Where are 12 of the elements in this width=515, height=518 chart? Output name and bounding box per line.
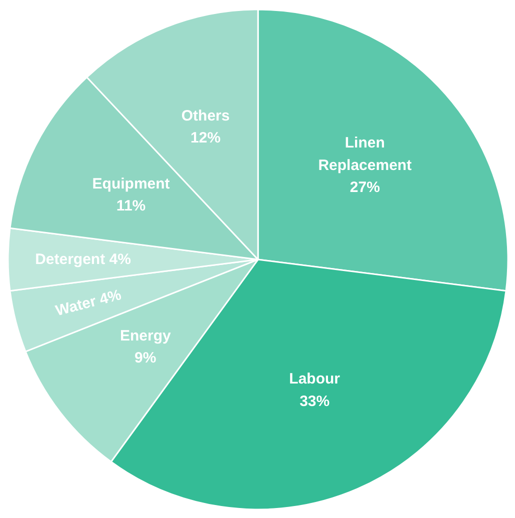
slice-label: Equipment [92, 175, 170, 192]
slice-label: Water 4% [54, 286, 124, 320]
data-label: 11% [116, 197, 146, 214]
slice-label: Others [181, 107, 230, 124]
data-label: 9% [134, 349, 156, 366]
data-label: 12% [190, 130, 221, 147]
slice-label: Detergent 4% [35, 251, 131, 268]
slice-label: Linen Replacement [318, 134, 412, 174]
slice-label: Energy [120, 327, 172, 344]
slice-label: Labour [289, 370, 340, 388]
data-label: 27% [350, 178, 380, 196]
data-label: 33% [300, 392, 330, 410]
